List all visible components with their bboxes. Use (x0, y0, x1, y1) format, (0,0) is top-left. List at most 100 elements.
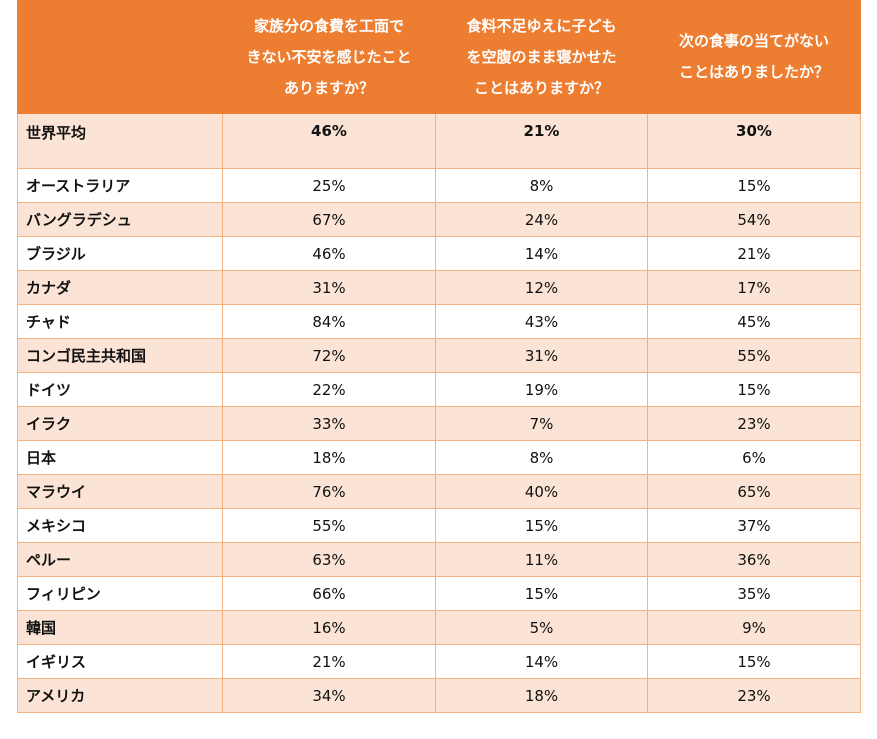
table-row: 世界平均 46% 21% 30% (17, 113, 861, 169)
header-corner (17, 0, 223, 114)
value-cell: 14% (435, 236, 648, 271)
value-cell: 21% (647, 236, 861, 271)
table-row: チャド 84% 43% 45% (17, 304, 861, 339)
value-cell: 31% (222, 270, 436, 305)
table-row: 日本 18% 8% 6% (17, 440, 861, 475)
value-cell: 66% (222, 576, 436, 611)
value-cell: 63% (222, 542, 436, 577)
value-cell: 31% (435, 338, 648, 373)
country-cell: バングラデシュ (17, 202, 223, 237)
country-cell: マラウイ (17, 474, 223, 509)
value-cell: 8% (435, 168, 648, 203)
value-cell: 34% (222, 678, 436, 713)
column-header: 家族分の食費を工面で きない不安を感じたこと ありますか？ (222, 0, 436, 114)
value-cell: 5% (435, 610, 648, 645)
country-cell: イラク (17, 406, 223, 441)
value-cell: 45% (647, 304, 861, 339)
value-cell: 7% (435, 406, 648, 441)
table-row: カナダ 31% 12% 17% (17, 270, 861, 305)
value-cell: 21% (222, 644, 436, 679)
value-cell: 17% (647, 270, 861, 305)
table-row: マラウイ 76% 40% 65% (17, 474, 861, 509)
value-cell: 25% (222, 168, 436, 203)
value-cell: 54% (647, 202, 861, 237)
header-line: 次の食事の当てがない (678, 32, 829, 50)
table-row: バングラデシュ 67% 24% 54% (17, 202, 861, 237)
value-cell: 19% (435, 372, 648, 407)
country-cell: チャド (17, 304, 223, 339)
value-cell: 18% (222, 440, 436, 475)
value-cell: 43% (435, 304, 648, 339)
value-cell: 33% (222, 406, 436, 441)
value-cell: 24% (435, 202, 648, 237)
table-row: ドイツ 22% 19% 15% (17, 372, 861, 407)
value-cell: 37% (647, 508, 861, 543)
value-cell: 46% (222, 113, 436, 169)
country-cell: 世界平均 (17, 113, 223, 169)
value-cell: 14% (435, 644, 648, 679)
value-cell: 40% (435, 474, 648, 509)
value-cell: 15% (647, 644, 861, 679)
value-cell: 21% (435, 113, 648, 169)
country-cell: アメリカ (17, 678, 223, 713)
table-body: 世界平均 46% 21% 30% オーストラリア 25% 8% 15% バングラデシュ 67% 24… (17, 113, 861, 713)
value-cell: 15% (435, 508, 648, 543)
country-cell: ペルー (17, 542, 223, 577)
country-cell: コンゴ民主共和国 (17, 338, 223, 373)
country-cell: メキシコ (17, 508, 223, 543)
table-row: メキシコ 55% 15% 37% (17, 508, 861, 543)
value-cell: 15% (435, 576, 648, 611)
value-cell: 46% (222, 236, 436, 271)
value-cell: 15% (647, 168, 861, 203)
value-cell: 23% (647, 406, 861, 441)
data-table: 家族分の食費を工面で きない不安を感じたこと ありますか？ 食料不足ゆえに子ども を空腹… (17, 0, 861, 713)
value-cell: 16% (222, 610, 436, 645)
value-cell: 30% (647, 113, 861, 169)
header-line: ことはありますか？ (473, 78, 609, 97)
value-cell: 11% (435, 542, 648, 577)
value-cell: 72% (222, 338, 436, 373)
value-cell: 55% (222, 508, 436, 543)
country-cell: ブラジル (17, 236, 223, 271)
header-line: ありますか？ (283, 78, 374, 97)
column-header: 食料不足ゆえに子ども を空腹のまま寝かせた ことはありますか？ (435, 0, 648, 114)
header-line: を空腹のまま寝かせた (466, 47, 617, 66)
country-cell: イギリス (17, 644, 223, 679)
table-row: アメリカ 34% 18% 23% (17, 678, 861, 713)
table-row: コンゴ民主共和国 72% 31% 55% (17, 338, 861, 373)
value-cell: 35% (647, 576, 861, 611)
value-cell: 55% (647, 338, 861, 373)
table-row: ペルー 63% 11% 36% (17, 542, 861, 577)
value-cell: 18% (435, 678, 648, 713)
header-line: 食料不足ゆえに子ども (466, 16, 617, 35)
value-cell: 67% (222, 202, 436, 237)
value-cell: 76% (222, 474, 436, 509)
column-header: 次の食事の当てがない ことはありましたか？ (647, 0, 861, 114)
value-cell: 36% (647, 542, 861, 577)
country-cell: カナダ (17, 270, 223, 305)
value-cell: 84% (222, 304, 436, 339)
value-cell: 22% (222, 372, 436, 407)
table-row: 韓国 16% 5% 9% (17, 610, 861, 645)
header-line: 家族分の食費を工面で (253, 16, 404, 35)
value-cell: 12% (435, 270, 648, 305)
country-cell: フィリピン (17, 576, 223, 611)
header-row: 家族分の食費を工面で きない不安を感じたこと ありますか？ 食料不足ゆえに子ども を空腹… (17, 0, 861, 114)
value-cell: 65% (647, 474, 861, 509)
value-cell: 8% (435, 440, 648, 475)
table-row: オーストラリア 25% 8% 15% (17, 168, 861, 203)
table-row: ブラジル 46% 14% 21% (17, 236, 861, 271)
country-cell: オーストラリア (17, 168, 223, 203)
value-cell: 9% (647, 610, 861, 645)
table-row: イラク 33% 7% 23% (17, 406, 861, 441)
value-cell: 23% (647, 678, 861, 713)
table-row: フィリピン 66% 15% 35% (17, 576, 861, 611)
value-cell: 6% (647, 440, 861, 475)
table-container: 家族分の食費を工面で きない不安を感じたこと ありますか？ 食料不足ゆえに子ども を空腹… (17, 0, 861, 713)
value-cell: 15% (647, 372, 861, 407)
header-line: きない不安を感じたこと (246, 47, 412, 66)
country-cell: 韓国 (17, 610, 223, 645)
header-line: ことはありましたか？ (678, 63, 829, 81)
country-cell: 日本 (17, 440, 223, 475)
